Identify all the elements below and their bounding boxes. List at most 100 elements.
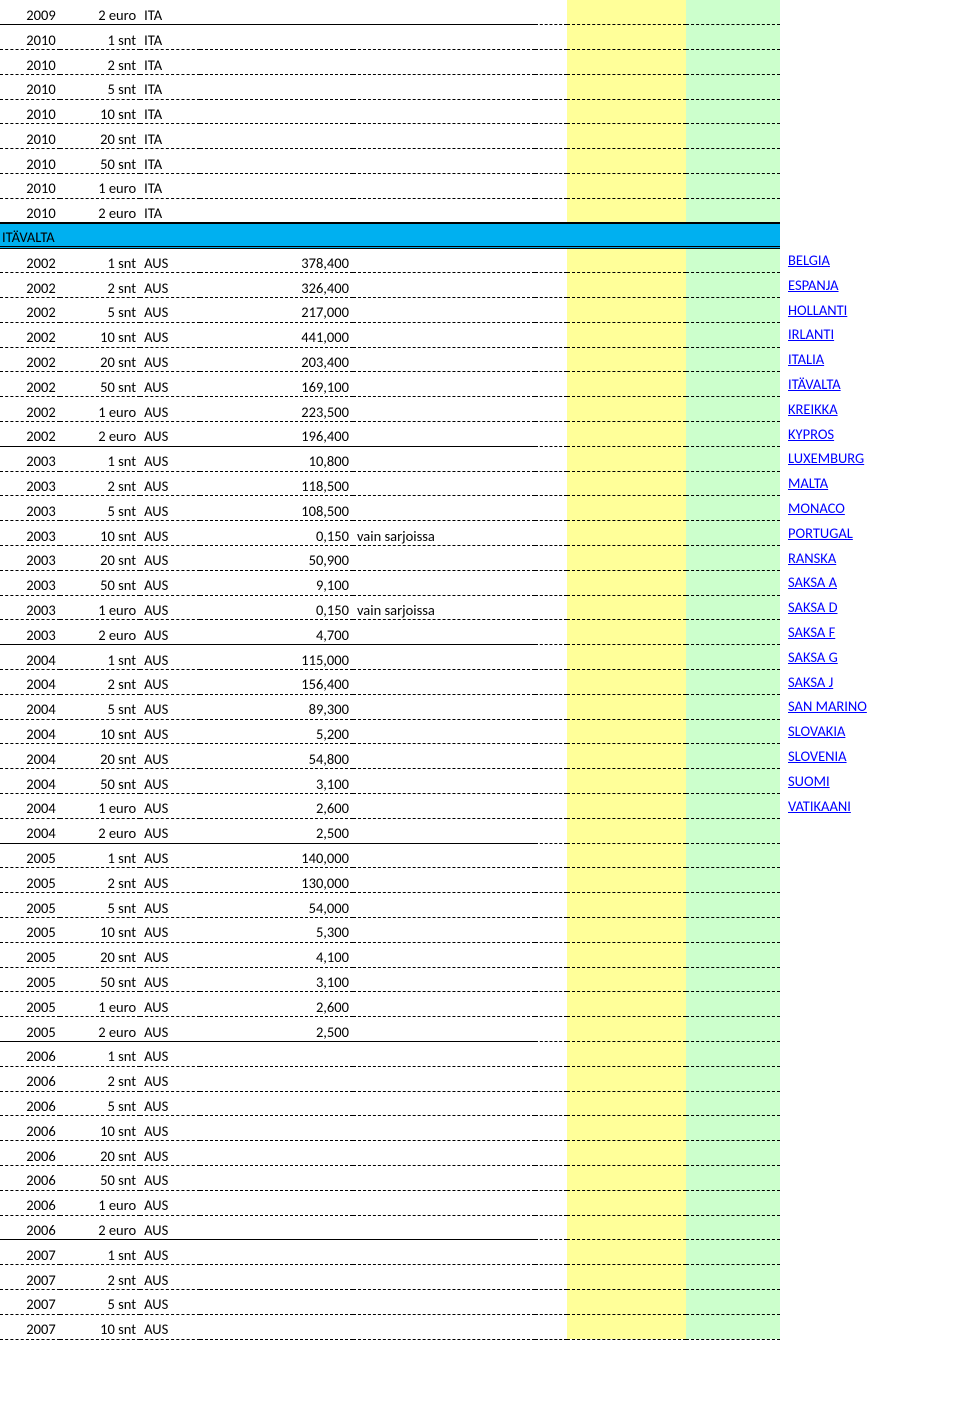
cell-year: 2006 <box>0 1141 60 1166</box>
cell-yellow <box>567 967 686 992</box>
cell-green <box>686 794 780 819</box>
cell-year: 2003 <box>0 521 60 546</box>
cell-note <box>353 174 535 199</box>
cell-note <box>353 1165 535 1190</box>
table-row: 20032 sntAUS118,500 <box>0 471 780 496</box>
cell-green <box>686 1066 780 1091</box>
cell-green <box>686 1091 780 1116</box>
cell-code: ITA <box>140 198 200 223</box>
cell-code: AUS <box>140 471 200 496</box>
country-link[interactable]: KYPROS <box>788 425 834 443</box>
cell-code: AUS <box>140 1091 200 1116</box>
cell-code: AUS <box>140 694 200 719</box>
country-link[interactable]: IRLANTI <box>788 325 834 343</box>
cell-year: 2006 <box>0 1066 60 1091</box>
table-row: 200350 sntAUS9,100 <box>0 570 780 595</box>
cell-note: vain sarjoissa <box>353 521 535 546</box>
table-row: 20102 euroITA <box>0 198 780 223</box>
country-link[interactable]: LUXEMBURG <box>788 449 864 467</box>
country-link[interactable]: SLOVAKIA <box>788 722 845 740</box>
cell-qty: 89,300 <box>200 694 353 719</box>
country-link[interactable]: RANSKA <box>788 549 836 567</box>
cell-code: AUS <box>140 446 200 471</box>
cell-gap <box>535 843 567 868</box>
cell-note <box>353 198 535 223</box>
cell-year: 2002 <box>0 273 60 298</box>
country-link[interactable]: SAKSA D <box>788 598 838 616</box>
cell-code: AUS <box>140 992 200 1017</box>
cell-yellow <box>567 372 686 397</box>
cell-denom: 2 euro <box>60 1017 140 1042</box>
cell-note <box>353 1041 535 1066</box>
cell-green <box>686 198 780 223</box>
cell-gap <box>535 570 567 595</box>
country-link[interactable]: ESPANJA <box>788 276 839 294</box>
cell-green <box>686 719 780 744</box>
cell-code: AUS <box>140 967 200 992</box>
cell-note <box>353 992 535 1017</box>
cell-green <box>686 1041 780 1066</box>
country-link[interactable]: KREIKKA <box>788 400 838 418</box>
cell-year: 2003 <box>0 595 60 620</box>
country-link[interactable]: SAN MARINO <box>788 697 867 715</box>
cell-yellow <box>567 1190 686 1215</box>
cell-qty: 3,100 <box>200 967 353 992</box>
country-link-row: HOLLANTI <box>788 298 940 323</box>
cell-qty <box>200 1289 353 1314</box>
country-link[interactable]: ITALIA <box>788 350 824 368</box>
country-link-row: SAN MARINO <box>788 694 940 719</box>
cell-qty: 5,300 <box>200 917 353 942</box>
table-row: 200550 sntAUS3,100 <box>0 967 780 992</box>
country-link[interactable]: SAKSA G <box>788 648 838 666</box>
table-row: 20031 sntAUS10,800 <box>0 446 780 471</box>
cell-yellow <box>567 868 686 893</box>
country-link[interactable]: SAKSA A <box>788 573 837 591</box>
cell-code: AUS <box>140 546 200 571</box>
cell-gap <box>535 670 567 695</box>
country-link[interactable]: SAKSA F <box>788 623 835 641</box>
table-row: 20042 euroAUS2,500 <box>0 818 780 843</box>
cell-green <box>686 1141 780 1166</box>
cell-note <box>353 0 535 25</box>
country-link[interactable]: VATIKAANI <box>788 797 851 815</box>
cell-year: 2010 <box>0 99 60 124</box>
cell-green <box>686 372 780 397</box>
cell-denom: 1 euro <box>60 174 140 199</box>
cell-year: 2002 <box>0 372 60 397</box>
country-link[interactable]: PORTUGAL <box>788 524 853 542</box>
cell-note <box>353 397 535 422</box>
cell-note <box>353 620 535 645</box>
country-link[interactable]: BELGIA <box>788 251 830 269</box>
country-link[interactable]: SUOMI <box>788 772 830 790</box>
cell-note <box>353 99 535 124</box>
cell-qty <box>200 1116 353 1141</box>
cell-denom: 20 snt <box>60 124 140 149</box>
country-link[interactable]: MONACO <box>788 499 845 517</box>
country-link-row: SAKSA G <box>788 645 940 670</box>
cell-note <box>353 818 535 843</box>
country-link-row: ITALIA <box>788 347 940 372</box>
cell-qty <box>200 1141 353 1166</box>
cell-qty: 3,100 <box>200 769 353 794</box>
country-link[interactable]: ITÄVALTA <box>788 375 841 393</box>
cell-denom: 50 snt <box>60 149 140 174</box>
link-spacer <box>788 99 940 124</box>
cell-note <box>353 1190 535 1215</box>
cell-year: 2002 <box>0 397 60 422</box>
table-row: 200610 sntAUS <box>0 1116 780 1141</box>
country-link[interactable]: MALTA <box>788 474 828 492</box>
cell-green <box>686 397 780 422</box>
cell-gap <box>535 818 567 843</box>
cell-gap <box>535 942 567 967</box>
cell-yellow <box>567 50 686 75</box>
country-link-row: MONACO <box>788 496 940 521</box>
country-link[interactable]: SLOVENIA <box>788 747 847 765</box>
cell-yellow <box>567 570 686 595</box>
country-link[interactable]: HOLLANTI <box>788 301 847 319</box>
cell-qty: 2,500 <box>200 818 353 843</box>
cell-yellow <box>567 1091 686 1116</box>
cell-year: 2004 <box>0 769 60 794</box>
country-link[interactable]: SAKSA J <box>788 673 833 691</box>
link-spacer <box>788 0 940 25</box>
cell-yellow <box>567 149 686 174</box>
